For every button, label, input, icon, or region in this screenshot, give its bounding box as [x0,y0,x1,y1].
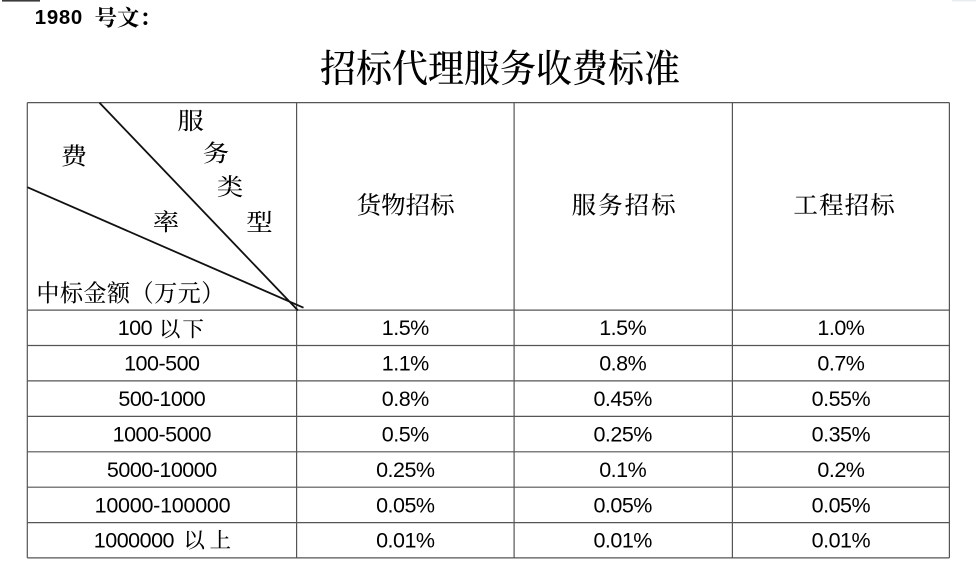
svg-text:1.5%: 1.5% [599,316,646,340]
svg-text:1.0%: 1.0% [817,316,864,340]
svg-text:0.05%: 0.05% [593,493,652,517]
svg-text:1000-5000: 1000-5000 [113,423,212,447]
svg-text:0.45%: 0.45% [593,387,652,411]
svg-text:0.25%: 0.25% [593,423,652,447]
svg-text:0.2%: 0.2% [817,458,864,482]
svg-text:5000-10000: 5000-10000 [107,458,217,482]
svg-text:0.01%: 0.01% [376,529,435,553]
svg-text:0.1%: 0.1% [599,458,646,482]
svg-text:0.55%: 0.55% [812,387,871,411]
svg-text:0.8%: 0.8% [599,352,646,376]
svg-text:0.35%: 0.35% [812,423,871,447]
svg-text:0.7%: 0.7% [817,352,864,376]
svg-text:100: 100 [118,316,153,340]
svg-text:1.1%: 1.1% [382,352,429,376]
svg-text:100-500: 100-500 [124,352,200,376]
svg-text:0.01%: 0.01% [812,529,871,553]
svg-text:1980: 1980 [35,7,83,29]
svg-text:1.5%: 1.5% [382,316,429,340]
svg-text:0.05%: 0.05% [376,493,435,517]
svg-text:10000-100000: 10000-100000 [95,493,231,517]
svg-text:0.01%: 0.01% [593,529,652,553]
svg-text:0.05%: 0.05% [812,493,871,517]
svg-text:0.5%: 0.5% [382,423,429,447]
svg-text:0.25%: 0.25% [376,458,435,482]
svg-text:1000000: 1000000 [94,529,175,553]
svg-text:500-1000: 500-1000 [118,387,205,411]
svg-text:0.8%: 0.8% [382,387,429,411]
